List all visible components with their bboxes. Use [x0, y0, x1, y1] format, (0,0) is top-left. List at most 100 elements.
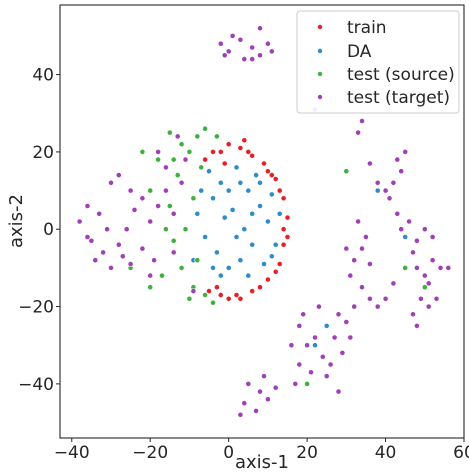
point-series-3-12	[123, 226, 130, 233]
point-series-3-74	[343, 245, 350, 252]
point-series-3-102	[417, 295, 424, 302]
point-series-3-38	[241, 56, 248, 62]
point-series-3-16	[155, 203, 161, 209]
point-series-2-18	[166, 129, 173, 136]
legend-label-test-target: test (target)	[347, 88, 450, 108]
point-series-3-52	[343, 319, 350, 325]
point-series-1-35	[323, 322, 330, 329]
point-series-3-86	[402, 148, 409, 155]
point-series-3-17	[162, 187, 169, 194]
point-series-1-31	[268, 253, 275, 260]
point-series-0-29	[276, 187, 283, 194]
point-series-3-72	[237, 411, 244, 418]
y-tick-label: −40	[18, 375, 54, 395]
point-series-1-29	[237, 179, 244, 186]
point-series-2-19	[202, 125, 208, 132]
point-series-0-5	[272, 176, 279, 182]
point-series-3-88	[386, 195, 393, 202]
point-series-3-60	[366, 295, 373, 302]
point-series-2-15	[190, 195, 197, 202]
x-tick-label: 60	[453, 443, 469, 463]
point-series-2-9	[155, 156, 161, 163]
point-series-2-20	[147, 284, 154, 291]
point-series-3-39	[229, 33, 236, 39]
point-series-1-12	[210, 195, 216, 202]
point-series-3-3	[96, 210, 103, 217]
point-series-2-0	[186, 148, 193, 155]
point-series-3-29	[155, 148, 161, 155]
point-series-2-4	[178, 264, 185, 271]
data-points	[76, 25, 452, 418]
point-series-3-84	[374, 179, 381, 186]
point-series-3-53	[308, 369, 314, 376]
point-series-1-33	[374, 187, 381, 194]
point-series-3-31	[147, 272, 154, 279]
point-series-1-20	[217, 272, 224, 279]
point-series-1-11	[194, 210, 201, 217]
point-series-3-23	[115, 241, 122, 248]
point-series-0-23	[284, 234, 291, 240]
point-series-0-9	[276, 261, 283, 267]
point-series-3-18	[170, 210, 177, 217]
point-series-3-64	[292, 380, 299, 387]
point-series-3-19	[139, 245, 146, 252]
point-series-1-27	[249, 210, 256, 217]
point-series-3-11	[84, 234, 91, 240]
point-series-3-22	[104, 226, 110, 233]
point-series-3-41	[249, 56, 256, 62]
point-series-3-25	[170, 249, 177, 256]
x-axis-title: axis-1	[235, 452, 289, 472]
point-series-3-58	[351, 303, 358, 310]
point-series-2-23	[213, 133, 220, 140]
point-series-0-10	[264, 276, 271, 283]
point-series-3-40	[257, 25, 263, 32]
point-series-1-16	[272, 241, 279, 248]
point-series-3-61	[374, 303, 381, 310]
point-series-0-27	[237, 295, 244, 302]
point-series-0-21	[213, 284, 220, 291]
point-series-3-6	[115, 172, 122, 178]
point-series-3-69	[241, 400, 248, 407]
point-series-3-95	[410, 249, 416, 256]
point-series-1-9	[213, 249, 220, 256]
point-series-3-73	[261, 373, 267, 379]
legend-marker-test-target	[317, 94, 323, 100]
legend-label-test-source: test (source)	[347, 65, 455, 85]
point-series-3-70	[253, 407, 259, 414]
point-series-1-4	[257, 203, 263, 209]
legend-label-train: train	[347, 18, 387, 38]
point-series-2-12	[186, 295, 193, 302]
point-series-3-9	[108, 264, 114, 271]
point-series-3-30	[190, 288, 197, 294]
point-series-3-33	[225, 48, 232, 55]
point-series-3-75	[351, 257, 358, 264]
point-series-1-1	[217, 179, 224, 186]
point-series-0-24	[245, 148, 252, 155]
point-series-0-13	[217, 292, 224, 298]
point-series-3-43	[268, 48, 275, 55]
point-series-2-16	[182, 226, 189, 233]
point-series-3-15	[147, 218, 154, 225]
point-series-0-1	[225, 141, 232, 148]
point-series-3-36	[257, 52, 263, 59]
x-tick-label: −20	[132, 443, 168, 463]
point-series-0-20	[225, 295, 232, 302]
point-series-0-19	[257, 284, 263, 291]
point-series-3-91	[413, 237, 420, 244]
point-series-3-81	[382, 187, 389, 194]
point-series-0-12	[233, 292, 240, 298]
point-series-3-32	[217, 40, 224, 47]
legend: train DA test (source) test (target)	[296, 10, 460, 114]
point-series-3-28	[174, 133, 181, 140]
y-tick-label: 40	[32, 66, 54, 86]
point-series-2-3	[170, 237, 177, 244]
point-series-2-26	[402, 264, 409, 271]
point-series-1-6	[249, 241, 256, 248]
point-series-2-6	[202, 292, 208, 298]
point-series-3-80	[347, 272, 354, 279]
point-series-2-1	[174, 172, 181, 178]
point-series-3-4	[100, 249, 106, 256]
point-series-3-100	[445, 264, 452, 271]
point-series-3-59	[359, 284, 365, 291]
point-series-3-65	[335, 388, 342, 395]
